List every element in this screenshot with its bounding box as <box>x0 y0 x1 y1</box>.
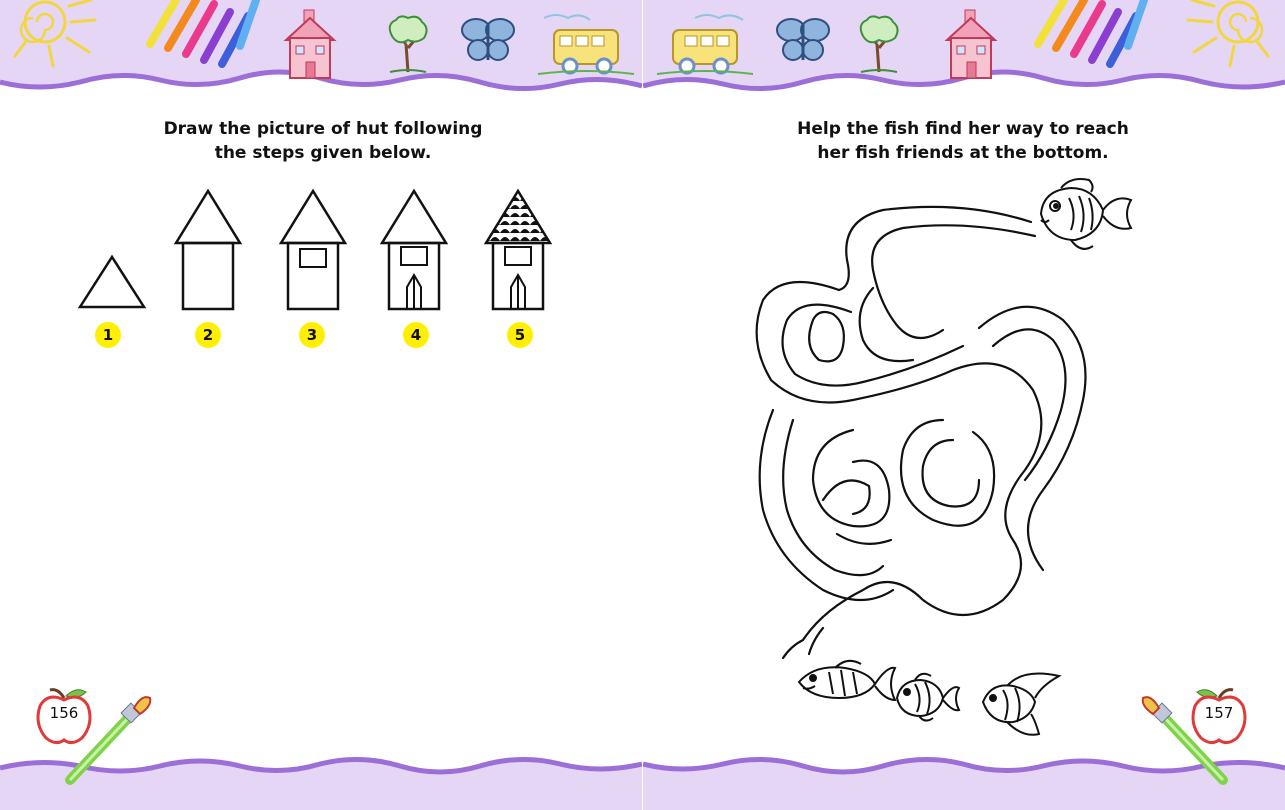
tree-icon <box>388 15 428 73</box>
right-instruction-line-1: Help the fish find her way to reach <box>797 119 1129 139</box>
footer-band-right <box>643 757 1285 810</box>
fish-maze <box>755 205 1087 660</box>
left-instruction-line-2: the steps given below. <box>214 143 432 163</box>
paintbrush-icon-right <box>1141 696 1228 785</box>
apple-icon-right <box>1191 688 1247 745</box>
fish-icon <box>1039 178 1133 250</box>
hut-step-1-figure <box>77 254 147 309</box>
step-badge-5: 5 <box>507 322 533 348</box>
school-bus-icon <box>537 14 635 75</box>
page-number-right: 157 <box>1204 704 1234 722</box>
right-instruction-line-2: her fish friends at the bottom. <box>817 143 1109 163</box>
hut-step-4-figure <box>379 188 449 311</box>
hut-step-5-figure <box>483 188 553 311</box>
right-page: Help the fish find her way to reach her … <box>643 0 1285 810</box>
step-badge-1: 1 <box>95 322 121 348</box>
footer-band <box>0 757 642 810</box>
right-instruction: Help the fish find her way to reach her … <box>693 117 1233 165</box>
sun-icon-right <box>1186 0 1270 68</box>
fish-friend-2-icon <box>895 672 961 722</box>
apple-icon <box>36 688 92 745</box>
left-page: Draw the picture of hut following the st… <box>0 0 642 810</box>
fish-friend-3-icon <box>981 672 1062 736</box>
hut-step-2-figure <box>173 188 243 311</box>
step-badge-3: 3 <box>299 322 325 348</box>
left-instruction: Draw the picture of hut following the st… <box>53 117 593 165</box>
butterfly-icon-right <box>776 18 830 61</box>
fish-friend-1-icon <box>797 659 897 702</box>
step-badge-4: 4 <box>403 322 429 348</box>
hut-step-3-figure <box>278 188 348 311</box>
sun-icon <box>13 0 97 68</box>
page-number-left: 156 <box>49 704 79 722</box>
step-badge-2: 2 <box>195 322 221 348</box>
butterfly-icon <box>461 18 515 61</box>
hut-steps-drawing <box>77 188 553 311</box>
tree-icon-right <box>859 15 899 73</box>
crayons-icon-right <box>1034 0 1148 68</box>
school-bus-icon-right <box>656 14 754 75</box>
paintbrush-icon <box>65 696 152 785</box>
schoolhouse-icon <box>283 9 337 79</box>
left-instruction-line-1: Draw the picture of hut following <box>163 119 483 139</box>
crayons-icon <box>146 0 260 68</box>
schoolhouse-icon-right <box>944 9 998 79</box>
